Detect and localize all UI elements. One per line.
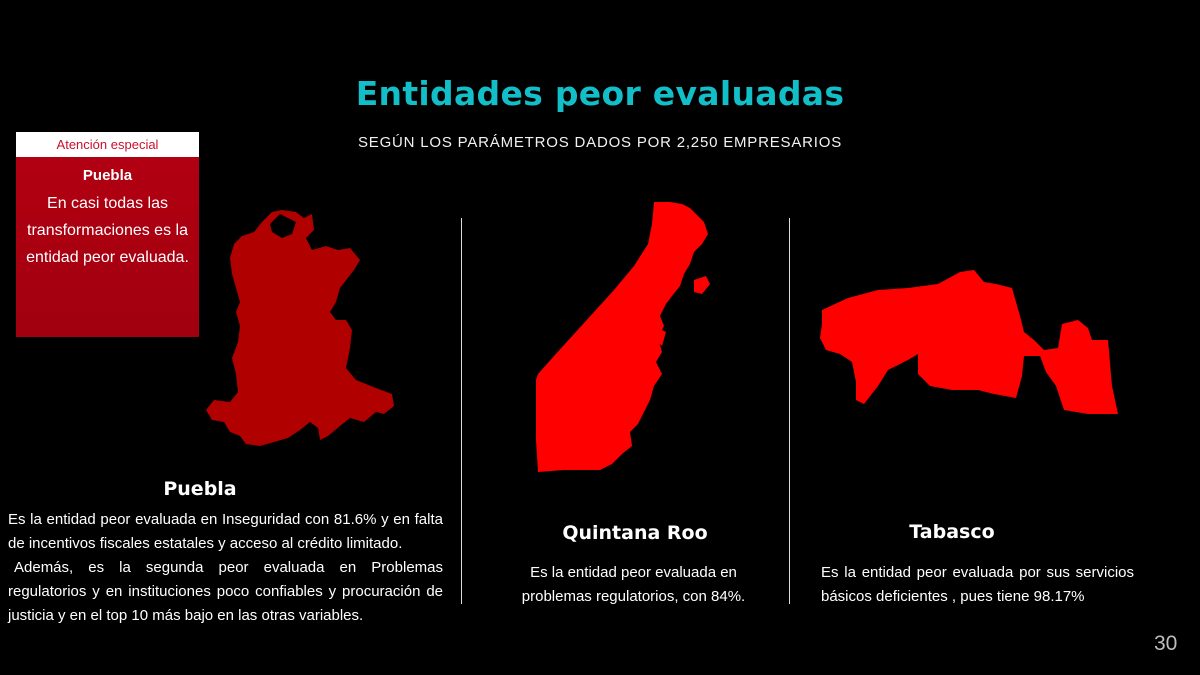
puebla-paragraph: Es la entidad peor evaluada en Insegurid… <box>8 511 443 552</box>
state-description-tabasco: Es la entidad peor evaluada por sus serv… <box>821 561 1134 609</box>
slide-title: Entidades peor evaluadas <box>355 74 845 113</box>
state-description-quintana-roo: Es la entidad peor evaluada en problemas… <box>506 561 761 609</box>
state-name-tabasco: Tabasco <box>909 521 995 543</box>
state-name-puebla: Puebla <box>163 478 237 500</box>
column-divider-right <box>789 218 790 604</box>
callout-box: Atención especial Puebla En casi todas l… <box>16 132 199 337</box>
quintana-roo-paragraph: Es la entidad peor evaluada en problemas… <box>521 564 746 605</box>
callout-header: Atención especial <box>16 132 199 157</box>
state-name-quintana-roo: Quintana Roo <box>562 522 708 544</box>
callout-text: En casi todas las transformaciones es la… <box>26 195 189 266</box>
quintana-roo-map-icon <box>536 202 710 472</box>
tabasco-map-icon <box>820 270 1118 414</box>
puebla-paragraph: Además, es la segunda peor evaluada en P… <box>8 559 443 624</box>
state-description-puebla: Es la entidad peor evaluada en Insegurid… <box>8 508 443 628</box>
page-number: 30 <box>1154 632 1178 655</box>
slide-subtitle: SEGÚN LOS PARÁMETROS DADOS POR 2,250 EMP… <box>357 134 843 151</box>
puebla-map-icon <box>206 210 394 446</box>
tabasco-paragraph: Es la entidad peor evaluada por sus serv… <box>821 564 1134 605</box>
column-divider-left <box>461 218 462 604</box>
callout-state-name: Puebla <box>82 167 133 184</box>
